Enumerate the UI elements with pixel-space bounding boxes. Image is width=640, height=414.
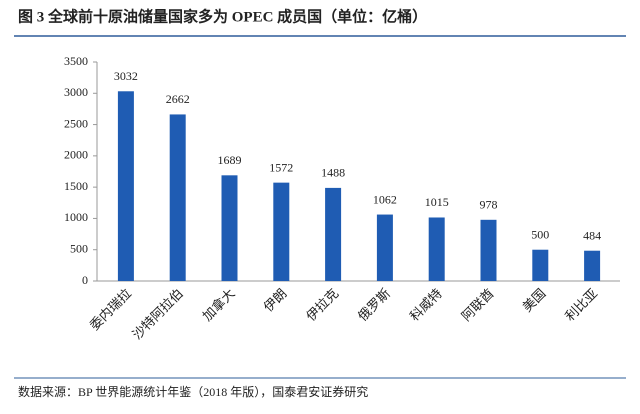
source-note: 数据来源：BP 世界能源统计年鉴（2018 年版），国泰君安证券研究 bbox=[18, 384, 368, 399]
value-label: 2662 bbox=[166, 92, 190, 106]
bar bbox=[480, 219, 497, 281]
y-tick-label: 2500 bbox=[64, 116, 88, 130]
y-tick-label: 0 bbox=[82, 273, 88, 287]
x-tick-label: 科威特 bbox=[407, 286, 445, 324]
bar bbox=[376, 214, 393, 281]
x-tick-label: 俄罗斯 bbox=[355, 286, 393, 324]
x-tick-label: 委内瑞拉 bbox=[87, 286, 134, 333]
y-tick-label: 3500 bbox=[64, 54, 88, 68]
x-tick-label: 阿联酋 bbox=[459, 286, 497, 324]
value-label: 1572 bbox=[269, 160, 293, 174]
x-tick-label: 加拿大 bbox=[200, 286, 238, 324]
chart-title: 图 3 全球前十原油储量国家多为 OPEC 成员国（单位：亿桶） bbox=[18, 7, 427, 25]
bar bbox=[532, 249, 549, 281]
x-tick-label: 伊朗 bbox=[261, 286, 290, 315]
x-tick-label: 美国 bbox=[520, 286, 549, 315]
y-tick-label: 1500 bbox=[64, 179, 88, 193]
value-label: 1488 bbox=[321, 166, 345, 180]
value-label: 1015 bbox=[425, 195, 449, 209]
value-label: 3032 bbox=[114, 69, 138, 83]
bar bbox=[428, 217, 445, 281]
value-label: 500 bbox=[531, 227, 549, 241]
bar bbox=[169, 114, 186, 281]
value-label: 1062 bbox=[373, 192, 397, 206]
y-tick-label: 3000 bbox=[64, 85, 88, 99]
x-tick-label: 伊拉克 bbox=[303, 286, 341, 324]
value-label: 978 bbox=[480, 198, 498, 212]
bar bbox=[221, 175, 238, 281]
bar bbox=[325, 187, 342, 281]
value-label: 1689 bbox=[218, 153, 242, 167]
bar bbox=[273, 182, 290, 281]
bar bbox=[117, 91, 134, 281]
y-tick-label: 500 bbox=[70, 241, 88, 255]
y-tick-label: 1000 bbox=[64, 210, 88, 224]
y-tick-label: 2000 bbox=[64, 148, 88, 162]
value-label: 484 bbox=[583, 228, 601, 242]
bar bbox=[584, 250, 601, 281]
x-tick-label: 利比亚 bbox=[562, 286, 600, 324]
x-tick-label: 沙特阿拉伯 bbox=[129, 286, 186, 343]
